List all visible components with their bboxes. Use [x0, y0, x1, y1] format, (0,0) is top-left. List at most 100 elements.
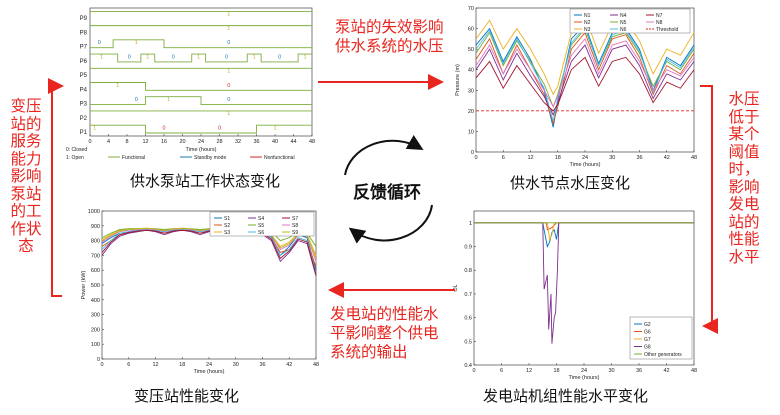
power-xtick-36: 36 [259, 362, 265, 368]
pump-xtick-40: 40 [272, 139, 278, 145]
pressure-legend-label-2: N3 [584, 27, 591, 33]
generator-ol-chart: 0 6 12 18 24 30 36 42 48 0.4 0.5 0.6 0.7 0.8 0.9 1 Time … [450, 205, 700, 385]
pump-xtick-36: 36 [253, 139, 259, 145]
power-series-S4 [101, 229, 317, 277]
pressure-ytick-10: 10 [468, 129, 474, 135]
note-bottom-line-2: 平影响整个供电 [330, 324, 439, 342]
note-bottom-line-1: 发电站的性能水 [330, 305, 439, 323]
ol-ytick-0.6: 0.6 [464, 316, 472, 322]
pump-state-label-P1-2: 0 [218, 125, 221, 131]
power-ytick-200: 200 [91, 327, 100, 333]
ol-xtick-36: 36 [636, 368, 642, 374]
power-ytick-100: 100 [91, 342, 100, 348]
note-left-line-8: 作状 [10, 219, 42, 238]
pump-state-line-P6 [90, 53, 312, 63]
note-right-line-7: 发电 [728, 195, 760, 213]
pump-xtick-20: 20 [179, 139, 185, 145]
pump-state-label-P3-2: 0 [227, 97, 230, 103]
power-legend-label-4: S5 [258, 223, 264, 229]
pump-state-label-P6-8: 1 [304, 54, 307, 60]
power-ytick-400: 400 [91, 298, 100, 304]
ol-legend-label-0: G2 [644, 322, 651, 328]
ol-xtick-42: 42 [663, 368, 669, 374]
power-ytick-800: 800 [91, 239, 100, 245]
pressure-ytick-20: 20 [468, 109, 474, 115]
pump-state-label-P6-3: 0 [172, 54, 175, 60]
power-ytick-900: 900 [91, 224, 100, 230]
power-legend-label-0: S1 [224, 216, 230, 222]
power-ytick-0: 0 [97, 357, 100, 363]
arrow-pressure-to-generator [700, 85, 718, 334]
power-series-S9 [101, 228, 317, 259]
pressure-xtick-6: 6 [502, 155, 505, 161]
note-top-line-2: 供水系统的水压 [335, 37, 444, 55]
pump-state-label-P3-0: 0 [135, 97, 138, 103]
pressure-series-N4 [475, 44, 695, 117]
pump-xtick-32: 32 [235, 139, 241, 145]
note-left-line-2: 站的 [10, 114, 42, 133]
note-left: 变压 站的 服务 能力 影响 泵站 的工 作状 态 [4, 97, 48, 256]
pump-state-label-P1-3: 1 [273, 125, 276, 131]
pump-xtick-28: 28 [216, 139, 222, 145]
ol-xtick-18: 18 [553, 368, 559, 374]
power-ytick-600: 600 [91, 268, 100, 274]
pump-state-label-P6-7: 0 [278, 54, 281, 60]
pump-state-label-P6-0: 1 [100, 54, 103, 60]
feedback-loop-label: 反馈循环 [353, 183, 421, 203]
pressure-xlabel: Time (hours) [570, 162, 601, 168]
pressure-ytick-60: 60 [468, 27, 474, 33]
pump-legend-label-2: Nonfunctional [264, 155, 295, 160]
pump-ytick-P7: P7 [80, 45, 88, 51]
note-left-line-1: 变压 [10, 97, 42, 115]
note-right-line-5: 时， [728, 160, 760, 178]
note-left-line-4: 能力 [10, 149, 42, 168]
pump-state-plot: P1 P2 P3 P4 P5 P6 P7 P8 P9 1 0 0 1 1 0 1 0 1 0 1 1 0 1 0 1 0 1 0 1 0 1… [66, 7, 315, 161]
power-xlabel: Time (hours) [194, 369, 225, 375]
power-series-S7 [101, 229, 317, 275]
pressure-legend-label-1: N2 [584, 20, 591, 26]
ol-xtick-30: 30 [608, 368, 614, 374]
pressure-xtick-30: 30 [609, 155, 615, 161]
pump-xtick-44: 44 [290, 139, 296, 145]
caption-generator: 发电站机组性能水平变化 [483, 387, 649, 405]
pump-state-label-P6-4: 1 [197, 54, 200, 60]
power-xtick-6: 6 [127, 362, 130, 368]
pressure-legend-box [569, 8, 691, 34]
note-right: 水压 低于 某个 阈值 时， 影响 发电 站的 性能 水平 [719, 90, 769, 266]
note-bottom: 发电站的性能水 平影响整个供电 系统的输出 [330, 305, 460, 362]
pump-state-chart: P1 P2 P3 P4 P5 P6 P7 P8 P9 1 0 0 1 1 0 1 0 1 0 1 1 0 1 0 1 0 1 0 1 0 1… [64, 2, 330, 161]
ol-xtick-12: 12 [526, 368, 532, 374]
power-series-S6 [101, 229, 317, 274]
pump-state-label-P7-2: 0 [227, 40, 230, 46]
pump-code-1: 1: Open [66, 155, 84, 160]
note-right-line-8: 站的 [728, 212, 760, 231]
pressure-ytick-50: 50 [468, 47, 474, 53]
loop-arrow-bottom [348, 204, 433, 244]
pump-ytick-P6: P6 [80, 59, 88, 65]
power-ytick-500: 500 [91, 283, 100, 289]
pressure-legend-label-8: Threshold [656, 27, 678, 33]
pump-legend-label-0: Functional [122, 155, 145, 160]
ol-xtick-0: 0 [472, 368, 475, 374]
power-xtick-0: 0 [100, 362, 103, 368]
pump-ytick-P1: P1 [80, 130, 88, 136]
power-xtick-30: 30 [233, 362, 239, 368]
ol-ytick-0.5: 0.5 [464, 339, 472, 345]
ol-ytick-0.9: 0.9 [464, 245, 472, 251]
note-left-line-3: 服务 [10, 132, 42, 150]
pump-xtick-48: 48 [309, 139, 315, 145]
note-left-line-7: 的工 [10, 202, 42, 220]
power-legend-label-6: S7 [292, 216, 298, 222]
pump-ytick-P2: P2 [80, 116, 88, 122]
pressure-xtick-42: 42 [664, 155, 670, 161]
pump-ytick-P8: P8 [80, 30, 88, 36]
pressure-xtick-0: 0 [474, 155, 477, 161]
pressure-series-N7 [475, 56, 695, 112]
note-top: 泵站的失效影响 供水系统的水压 [335, 18, 455, 56]
pump-state-label-P3-1: 1 [167, 97, 170, 103]
pump-state-line-P1 [90, 124, 312, 134]
power-legend-label-2: S3 [224, 230, 230, 236]
power-plot: 0 6 12 18 24 30 36 42 48 0 100 200 300 400 500 600 700 80… [81, 209, 319, 375]
power-legend-label-1: S2 [224, 223, 230, 229]
power-ytick-1000: 1000 [88, 209, 100, 215]
